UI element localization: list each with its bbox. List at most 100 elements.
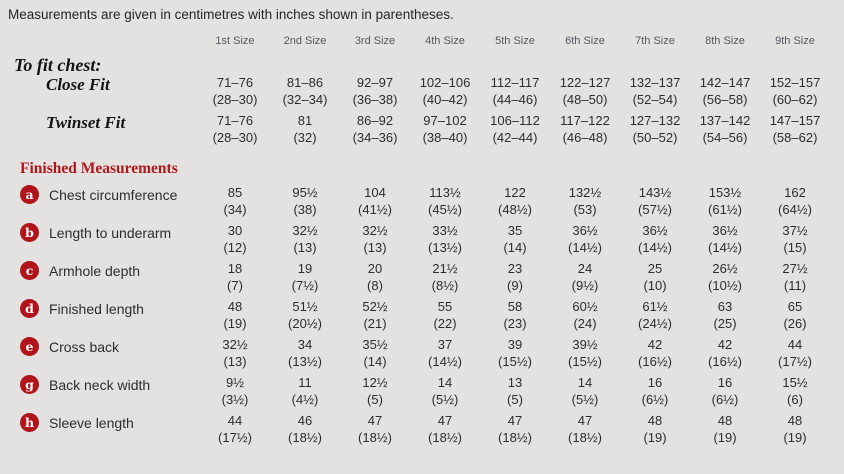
inches-value: (60–62) bbox=[772, 91, 818, 107]
inches-value: (53) bbox=[573, 201, 597, 217]
inches-value: (11) bbox=[783, 277, 807, 293]
cm-value: 132–137 bbox=[629, 75, 681, 90]
inches-value: (18½) bbox=[428, 429, 462, 445]
measurement-label: a Chest circumference bbox=[8, 185, 200, 204]
column-header: 3rd Size bbox=[354, 35, 396, 47]
value-cell: 58 (23) bbox=[480, 299, 550, 332]
measurement-row: h Sleeve length 44 (17½) 46 (18½) 47 (18½) 47 (18… bbox=[8, 413, 844, 446]
letter-badge-d: d bbox=[20, 299, 39, 318]
cm-value: 81 bbox=[297, 113, 313, 128]
column-header: 8th Size bbox=[705, 35, 745, 47]
inches-value: (23) bbox=[503, 315, 527, 331]
inches-value: (9½) bbox=[571, 277, 599, 293]
inches-value: (19) bbox=[643, 429, 667, 445]
cm-value: 27½ bbox=[782, 261, 808, 276]
cm-value: 95½ bbox=[292, 185, 318, 200]
value-cell: 71–76 (28–30) bbox=[200, 113, 270, 146]
inches-value: (6½) bbox=[711, 391, 739, 407]
cm-value: 106–112 bbox=[490, 113, 540, 128]
inches-value: (32–34) bbox=[282, 91, 328, 107]
inches-value: (24) bbox=[573, 315, 597, 331]
inches-value: (14½) bbox=[568, 239, 602, 255]
inches-value: (8) bbox=[367, 277, 383, 293]
inches-value: (19) bbox=[783, 429, 807, 445]
measurement-row: c Armhole depth 18 (7) 19 (7½) 20 (8) 21½ (8½) 23(… bbox=[8, 261, 844, 294]
measurement-name: Sleeve length bbox=[49, 415, 134, 431]
inches-value: (13) bbox=[363, 239, 387, 255]
value-cell: 137–142 (54–56) bbox=[690, 113, 760, 146]
value-cell: 35 (14) bbox=[480, 223, 550, 256]
cm-value: 48 bbox=[227, 299, 243, 314]
cm-value: 55 bbox=[437, 299, 453, 314]
value-cell: 37 (14½) bbox=[410, 337, 480, 370]
inches-value: (45½) bbox=[428, 201, 462, 217]
inches-value: (14½) bbox=[428, 353, 462, 369]
value-cell: 44 (17½) bbox=[200, 413, 270, 446]
value-cell: 16 (6½) bbox=[620, 375, 690, 408]
inches-value: (13) bbox=[293, 239, 317, 255]
value-cell: 36½ (14½) bbox=[550, 223, 620, 256]
letter-badge-g: g bbox=[20, 375, 39, 394]
cm-value: 71–76 bbox=[216, 75, 254, 90]
value-cell: 35½ (14) bbox=[340, 337, 410, 370]
inches-value: (17½) bbox=[218, 429, 252, 445]
inches-value: (21) bbox=[363, 315, 387, 331]
inches-value: (46–48) bbox=[562, 129, 608, 145]
value-cell: 117–122 (46–48) bbox=[550, 113, 620, 146]
measurement-row: b Length to underarm 30 (12) 32½ (13) 32½ (13) 3… bbox=[8, 223, 844, 256]
to-fit-chest-heading: To fit chest: bbox=[14, 55, 102, 75]
inches-value: (22) bbox=[433, 315, 457, 331]
value-cell: 92–97 (36–38) bbox=[340, 75, 410, 108]
inches-value: (42–44) bbox=[492, 129, 538, 145]
cm-value: 26½ bbox=[712, 261, 738, 276]
value-cell: 34 (13½) bbox=[270, 337, 340, 370]
cm-value: 81–86 bbox=[286, 75, 324, 90]
inches-value: (52–54) bbox=[632, 91, 678, 107]
value-cell: 32½ (13) bbox=[270, 223, 340, 256]
value-cell: 47 (18½) bbox=[550, 413, 620, 446]
value-cell: 81 (32) bbox=[270, 113, 340, 146]
measurement-label: h Sleeve length bbox=[8, 413, 200, 432]
measurement-row: g Back neck width 9½ (3½) 11 (4½) 12½ (5) 14 (5½)… bbox=[8, 375, 844, 408]
value-cell: 9½ (3½) bbox=[200, 375, 270, 408]
cm-value: 35 bbox=[507, 223, 523, 238]
value-cell: 86–92 (34–36) bbox=[340, 113, 410, 146]
inches-value: (36–38) bbox=[352, 91, 398, 107]
letter-badge-c: c bbox=[20, 261, 39, 280]
value-cell: 11 (4½) bbox=[270, 375, 340, 408]
cm-value: 63 bbox=[717, 299, 733, 314]
value-cell: 132–137 (52–54) bbox=[620, 75, 690, 108]
inches-value: (56–58) bbox=[702, 91, 748, 107]
cm-value: 48 bbox=[787, 413, 803, 428]
cm-value: 36½ bbox=[642, 223, 668, 238]
measurement-name: Armhole depth bbox=[49, 263, 141, 279]
value-cell: 106–112 (42–44) bbox=[480, 113, 550, 146]
value-cell: 102–106 (40–42) bbox=[410, 75, 480, 108]
cm-value: 42 bbox=[647, 337, 663, 352]
inches-value: (54–56) bbox=[702, 129, 748, 145]
measurement-name: Back neck width bbox=[49, 377, 151, 393]
cm-value: 24 bbox=[577, 261, 593, 276]
value-cell: 44 (17½) bbox=[760, 337, 830, 370]
value-cell: 65 (26) bbox=[760, 299, 830, 332]
inches-value: (13½) bbox=[428, 239, 462, 255]
inches-value: (44–46) bbox=[492, 91, 538, 107]
inches-value: (9) bbox=[507, 277, 523, 293]
value-cell: 36½ (14½) bbox=[690, 223, 760, 256]
value-cell: 61½ (24½) bbox=[620, 299, 690, 332]
value-cell: 14 (5½) bbox=[550, 375, 620, 408]
inches-value: (5) bbox=[367, 391, 383, 407]
inches-value: (26) bbox=[783, 315, 807, 331]
value-cell: 47 (18½) bbox=[480, 413, 550, 446]
measurement-row: a Chest circumference 85 (34) 95½ (38) 104 (41½… bbox=[8, 185, 844, 218]
cm-value: 42 bbox=[717, 337, 733, 352]
inches-value: (18½) bbox=[568, 429, 602, 445]
value-cell: 48 (19) bbox=[620, 413, 690, 446]
value-cell: 162 (64½) bbox=[760, 185, 830, 218]
inches-value: (41½) bbox=[358, 201, 392, 217]
inches-value: (32) bbox=[293, 129, 317, 145]
cm-value: 11 bbox=[298, 375, 312, 390]
cm-value: 58 bbox=[507, 299, 523, 314]
inches-value: (28–30) bbox=[212, 91, 258, 107]
value-cell: 46 (18½) bbox=[270, 413, 340, 446]
